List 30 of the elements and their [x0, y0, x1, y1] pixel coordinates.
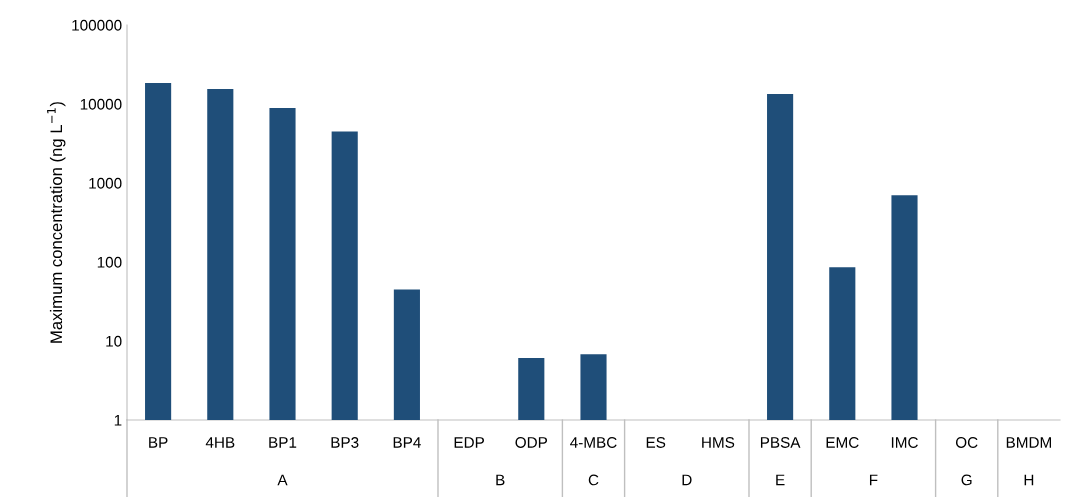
x-tick-label: BMDM: [1006, 437, 1051, 448]
y-tick-label: 100000: [72, 19, 122, 31]
y-axis-title: Maximum concentration (ng L$^{−1}$): [47, 102, 66, 343]
y-tick-label: 10: [106, 335, 122, 347]
x-tick-label: HMS: [702, 437, 735, 448]
text: E: [776, 474, 785, 486]
text: D: [682, 474, 692, 486]
text: F: [869, 474, 878, 486]
y-tick-label: 1: [114, 415, 122, 426]
x-tick-label: EDP: [454, 437, 484, 448]
y-tick-label: 10000: [80, 98, 122, 110]
text: C: [588, 474, 599, 486]
x-tick-label: EMC: [826, 437, 859, 448]
text: A: [277, 474, 288, 486]
x-tick-label: BP4: [393, 437, 421, 448]
y-tick-label: 1000: [89, 177, 122, 189]
x-tick-label: PBSA: [760, 437, 801, 448]
text: B: [496, 474, 505, 486]
text: G: [961, 474, 972, 486]
x-tick-label: BP3: [331, 437, 359, 448]
x-tick-label: IMC: [891, 437, 918, 448]
x-tick-label: ES: [646, 437, 666, 448]
x-tick-label: ODP: [515, 437, 548, 448]
x-tick-label: BP: [149, 437, 168, 448]
x-tick-label: 4-MBC: [570, 437, 617, 448]
x-tick-label: BP1: [269, 437, 297, 448]
text: H: [1024, 474, 1034, 486]
x-tick-label: 4HB: [205, 437, 235, 448]
y-tick-label: 100: [97, 256, 122, 268]
x-tick-label: OC: [955, 437, 978, 448]
